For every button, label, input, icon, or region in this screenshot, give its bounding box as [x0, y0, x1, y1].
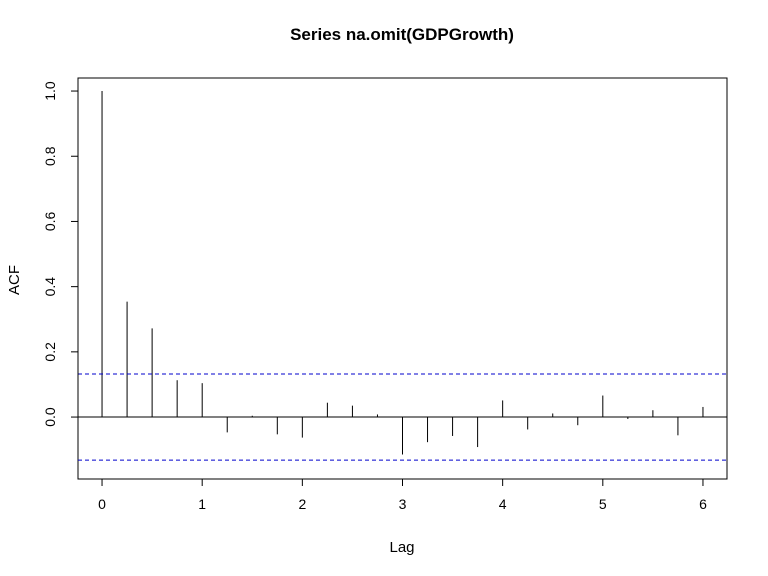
- y-tick-label: 0.4: [42, 277, 58, 297]
- acf-bars: [78, 91, 727, 455]
- chart-title: Series na.omit(GDPGrowth): [290, 25, 514, 44]
- y-tick-label: 0.6: [42, 212, 58, 232]
- y-axis: 0.0 0.2 0.4 0.6 0.8 1.0: [42, 81, 79, 427]
- confidence-bounds: [78, 373, 727, 461]
- x-axis: 0 1 2 3 4 5 6: [98, 478, 707, 512]
- y-tick-label: 0.2: [42, 342, 58, 362]
- x-tick-label: 1: [198, 496, 206, 512]
- x-tick-label: 2: [298, 496, 306, 512]
- y-tick-label: 0.0: [42, 407, 58, 427]
- y-axis-label: ACF: [6, 265, 23, 295]
- x-tick-label: 4: [499, 496, 507, 512]
- y-tick-label: 1.0: [42, 81, 58, 101]
- x-tick-label: 5: [599, 496, 607, 512]
- x-tick-label: 0: [98, 496, 106, 512]
- x-axis-label: Lag: [389, 539, 414, 556]
- x-tick-label: 6: [699, 496, 707, 512]
- y-tick-label: 0.8: [42, 146, 58, 166]
- x-tick-label: 3: [399, 496, 407, 512]
